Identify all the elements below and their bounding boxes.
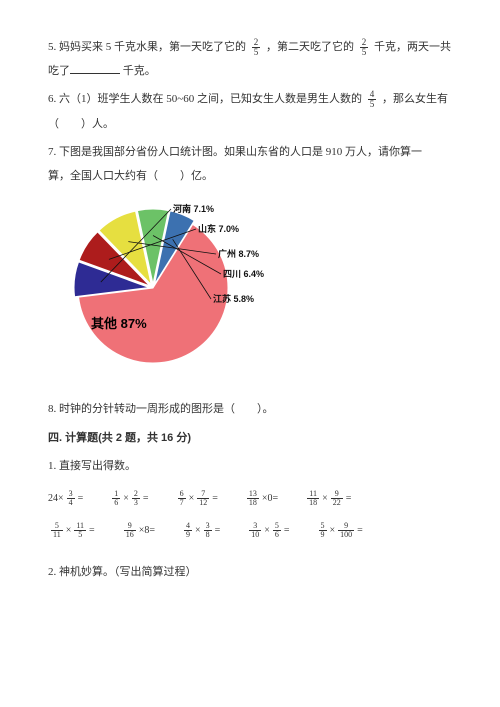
calc-item: 24×34= <box>48 488 83 510</box>
calc-item: 916×8= <box>121 520 155 542</box>
svg-text:其他 87%: 其他 87% <box>91 316 147 331</box>
q5-frac2: 25 <box>360 38 369 57</box>
calc-q1: 1. 直接写出得数。 <box>48 454 452 478</box>
calc-item: 310×56= <box>246 520 289 542</box>
calc-item: 59×9100= <box>316 520 363 542</box>
calc-row: 511×115= 916×8= 49×38= 310×56= 59×9100= <box>48 520 452 542</box>
q6-frac1: 45 <box>368 90 377 109</box>
q5-t1: 5. 妈妈买来 5 千克水果，第一天吃了它的 <box>48 41 246 53</box>
calc-item: 49×38= <box>181 520 220 542</box>
q5-t2: ，第二天吃了它的 <box>266 41 357 53</box>
svg-text:山东 7.0%: 山东 7.0% <box>198 223 239 234</box>
calc-expressions: 24×34= 16×23= 67×712= 1318×0= 1118×922= 511×1… <box>48 488 452 542</box>
calc-item: 1318×0= <box>244 488 278 510</box>
q6-t1: 6. 六（1）班学生人数在 50~60 之间，已知女生人数是男生人数的 <box>48 93 365 105</box>
question-6: 6. 六（1）班学生人数在 50~60 之间，已知女生人数是男生人数的 45 ，… <box>48 87 452 135</box>
q7-l1: 7. 下图是我国部分省份人口统计图。如果山东省的人口是 910 万人，请你算一 <box>48 140 452 164</box>
svg-text:四川 6.4%: 四川 6.4% <box>223 269 264 279</box>
q5-blank <box>70 62 120 74</box>
q7-l2: 算，全国人口大约有（ ）亿。 <box>48 164 452 188</box>
svg-text:河南 7.1%: 河南 7.1% <box>173 203 214 214</box>
calc-row: 24×34= 16×23= 67×712= 1318×0= 1118×922= <box>48 488 452 510</box>
svg-text:江苏 5.8%: 江苏 5.8% <box>213 293 254 304</box>
question-5: 5. 妈妈买来 5 千克水果，第一天吃了它的 25 ，第二天吃了它的 25 千克… <box>48 35 452 83</box>
section-4-heading: 四. 计算题(共 2 题，共 16 分) <box>48 426 452 450</box>
calc-item: 1118×922= <box>304 488 351 510</box>
calc-item: 16×23= <box>109 488 148 510</box>
question-7: 7. 下图是我国部分省份人口统计图。如果山东省的人口是 910 万人，请你算一 … <box>48 140 452 188</box>
calc-item: 511×115= <box>48 520 95 542</box>
svg-text:广州 8.7%: 广州 8.7% <box>218 248 259 259</box>
q5-frac1: 25 <box>252 38 261 57</box>
question-8: 8. 时钟的分针转动一周形成的图形是（ ）。 <box>48 397 452 421</box>
calc-q2: 2. 神机妙算。（写出简算过程） <box>48 560 452 584</box>
calc-item: 67×712= <box>175 488 218 510</box>
q5-t4: 千克。 <box>123 65 156 77</box>
pie-chart: 河南 7.1% 山东 7.0% 广州 8.7% 四川 6.4% 江苏 5.8% 其他 87… <box>58 198 452 387</box>
page-content: 5. 妈妈买来 5 千克水果，第一天吃了它的 25 ，第二天吃了它的 25 千克… <box>0 0 500 608</box>
